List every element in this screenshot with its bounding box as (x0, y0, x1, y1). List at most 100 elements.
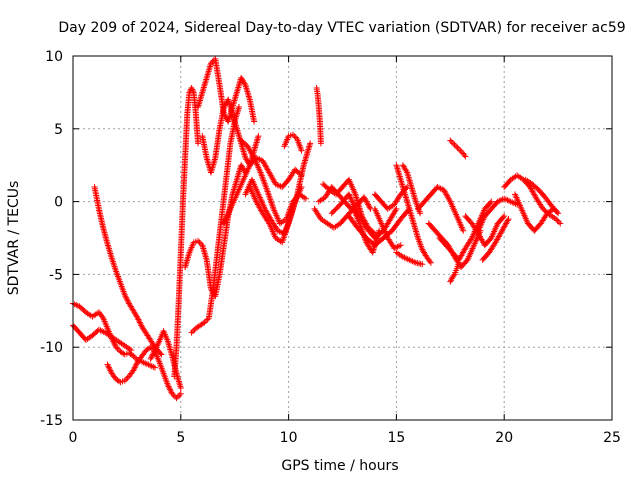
y-tick-label: 10 (45, 49, 63, 65)
data-point (123, 294, 130, 301)
data-point (555, 210, 562, 217)
data-point (455, 259, 462, 266)
data-point (451, 141, 458, 148)
data-point (350, 201, 357, 208)
data-point (189, 86, 196, 93)
y-axis-label: SDTVAR / TECUs (6, 181, 22, 296)
series-arc-30 (447, 259, 462, 285)
y-tick-label: -15 (40, 413, 63, 429)
data-point (131, 366, 138, 373)
data-point (446, 197, 453, 204)
data-point (349, 200, 356, 207)
data-point (467, 236, 474, 243)
data-point (135, 316, 142, 323)
data-point (487, 199, 494, 206)
plot-frame (72, 55, 613, 421)
data-point (195, 237, 202, 244)
data-point (154, 342, 161, 349)
data-point (403, 168, 410, 175)
data-point (346, 192, 353, 199)
data-point (147, 344, 154, 351)
data-point (289, 131, 296, 138)
data-point (251, 118, 258, 125)
data-point (366, 204, 373, 211)
data-point (427, 259, 434, 266)
data-point (488, 198, 495, 205)
data-point (105, 364, 112, 371)
data-point (448, 138, 455, 145)
data-point (124, 297, 131, 304)
series-arc-36 (511, 191, 557, 234)
data-point (347, 194, 354, 201)
data-point (457, 147, 464, 154)
data-point (454, 144, 461, 151)
data-point (426, 258, 433, 265)
data-point (317, 214, 324, 221)
data-point (105, 363, 112, 370)
x-tick-label: 0 (69, 430, 78, 446)
data-point (169, 390, 176, 397)
data-point (148, 354, 155, 361)
x-tick-label: 5 (176, 430, 185, 446)
data-point (292, 134, 299, 141)
data-point (447, 137, 454, 144)
data-point (554, 209, 561, 216)
data-point (121, 291, 128, 298)
y-tick-label: -5 (49, 267, 63, 283)
data-point (500, 214, 507, 221)
series-arc-31 (447, 137, 469, 160)
data-point (455, 146, 462, 153)
data-point (554, 217, 561, 224)
data-point (298, 184, 305, 191)
series-arc-13 (242, 140, 314, 237)
data-point (165, 383, 172, 390)
data-point (122, 293, 129, 300)
data-point (505, 216, 512, 223)
series-arc-27 (414, 184, 467, 234)
data-point (201, 319, 208, 326)
data-point (132, 363, 139, 370)
data-point (124, 374, 131, 381)
data-point (167, 387, 174, 394)
data-point (130, 367, 137, 374)
data-point (149, 351, 156, 358)
data-point (552, 216, 559, 223)
data-point (351, 202, 358, 209)
series-arc-8 (182, 162, 249, 300)
y-tick-label: -10 (40, 340, 63, 356)
data-point (453, 143, 460, 150)
series-arc-14 (246, 184, 305, 246)
series-arc-15 (281, 131, 305, 154)
data-point (397, 242, 404, 249)
data-point (241, 80, 248, 87)
data-point (250, 153, 257, 160)
data-point (121, 377, 128, 384)
series-arc-37 (522, 176, 562, 217)
data-point (113, 344, 120, 351)
data-point (291, 133, 298, 140)
data-point (460, 227, 467, 234)
data-point (450, 140, 457, 147)
data-point (167, 386, 174, 393)
axis-ticks (72, 55, 613, 421)
data-point (195, 140, 202, 147)
data-point (345, 191, 352, 198)
data-point (557, 220, 564, 227)
data-point (164, 382, 171, 389)
data-point (152, 345, 159, 352)
y-tick-label: 0 (54, 195, 63, 211)
data-point (501, 213, 508, 220)
data-point (462, 153, 469, 160)
data-point (392, 207, 399, 214)
data-point (131, 364, 138, 371)
data-point (202, 317, 209, 324)
data-point (107, 367, 114, 374)
data-point (197, 240, 204, 247)
data-point (504, 217, 511, 224)
data-point (349, 198, 356, 205)
data-point (419, 261, 426, 268)
data-point (149, 352, 156, 359)
data-point (154, 341, 161, 348)
data-point (114, 345, 121, 352)
data-point (351, 204, 358, 211)
